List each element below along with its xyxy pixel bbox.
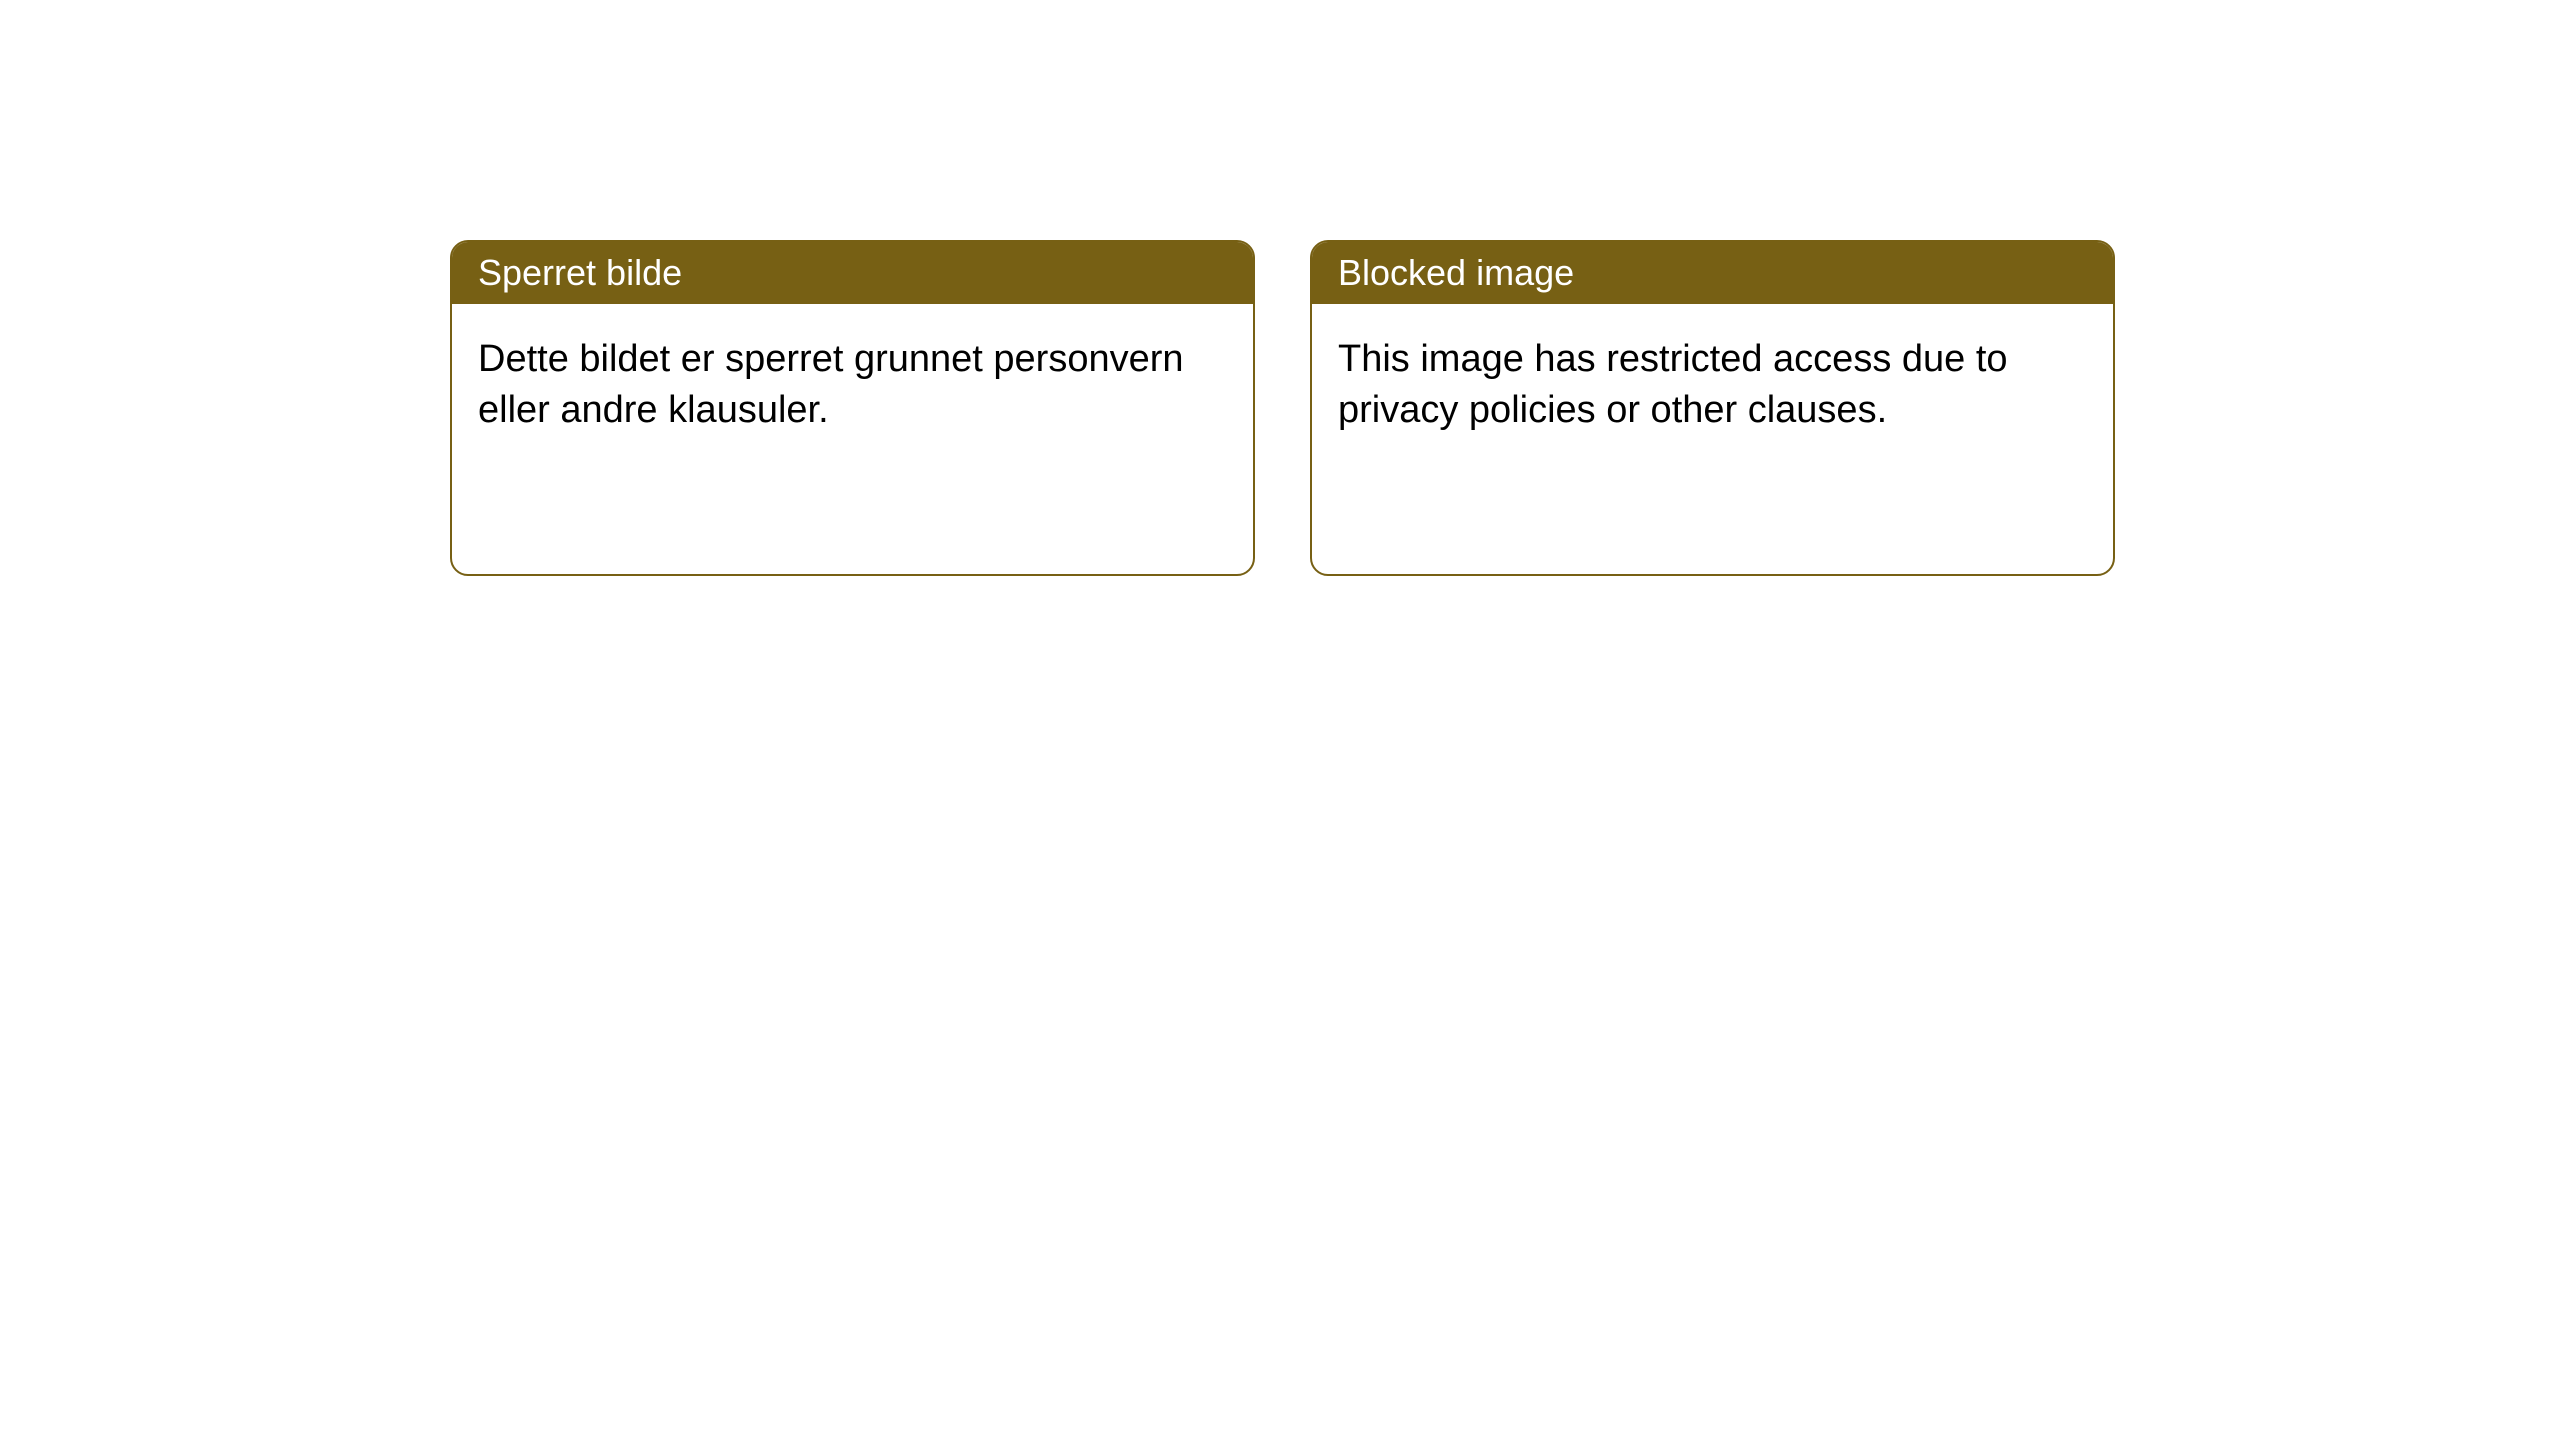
notice-body-no: Dette bildet er sperret grunnet personve… [452,304,1253,574]
notice-box-no: Sperret bilde Dette bildet er sperret gr… [450,240,1255,576]
notice-container: Sperret bilde Dette bildet er sperret gr… [0,0,2560,576]
notice-header-no: Sperret bilde [452,242,1253,304]
notice-body-en: This image has restricted access due to … [1312,304,2113,574]
notice-header-en: Blocked image [1312,242,2113,304]
notice-box-en: Blocked image This image has restricted … [1310,240,2115,576]
